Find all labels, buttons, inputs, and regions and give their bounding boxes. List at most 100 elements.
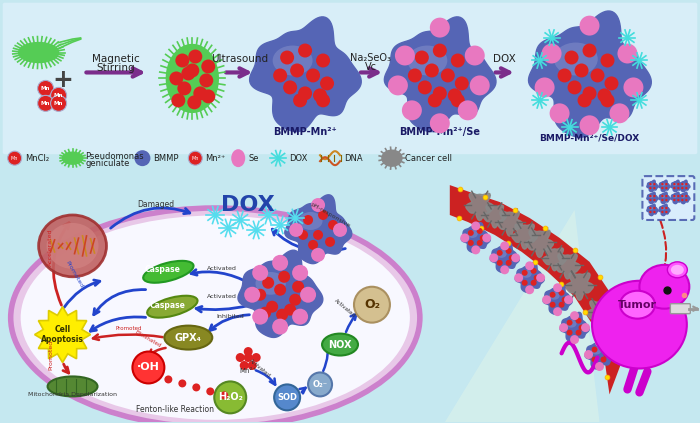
Ellipse shape — [496, 250, 507, 258]
Text: Promoted: Promoted — [65, 260, 84, 289]
Text: DNA: DNA — [344, 154, 363, 163]
Polygon shape — [587, 301, 612, 326]
Circle shape — [292, 309, 308, 324]
Text: Na₂SeO₃: Na₂SeO₃ — [351, 53, 391, 63]
Circle shape — [244, 347, 253, 356]
Circle shape — [274, 385, 300, 410]
Circle shape — [38, 95, 54, 111]
Text: BMMP-Mn²⁺: BMMP-Mn²⁺ — [273, 127, 337, 137]
Text: Tumor: Tumor — [618, 299, 657, 310]
Circle shape — [50, 88, 66, 103]
Ellipse shape — [407, 46, 447, 75]
Text: DOX: DOX — [289, 154, 307, 163]
Circle shape — [283, 80, 297, 94]
Text: Mitochondria Depolarization: Mitochondria Depolarization — [28, 393, 117, 397]
Ellipse shape — [620, 291, 655, 319]
Circle shape — [311, 198, 325, 212]
Polygon shape — [528, 11, 651, 137]
Circle shape — [448, 88, 462, 102]
Circle shape — [561, 297, 568, 303]
FancyBboxPatch shape — [643, 176, 694, 220]
Polygon shape — [62, 152, 83, 164]
Circle shape — [252, 309, 268, 324]
Circle shape — [316, 93, 330, 107]
Circle shape — [164, 376, 172, 383]
Circle shape — [685, 199, 687, 201]
Polygon shape — [679, 192, 690, 203]
Ellipse shape — [231, 149, 245, 167]
Circle shape — [673, 187, 676, 189]
Circle shape — [497, 250, 503, 256]
Circle shape — [685, 187, 687, 189]
Circle shape — [290, 63, 304, 77]
Circle shape — [606, 350, 615, 359]
Circle shape — [677, 199, 680, 201]
Circle shape — [649, 211, 652, 213]
Circle shape — [132, 352, 164, 383]
Circle shape — [531, 280, 537, 286]
Circle shape — [514, 273, 523, 282]
Circle shape — [188, 151, 202, 165]
Text: Damaged: Damaged — [136, 200, 174, 209]
Circle shape — [252, 353, 260, 362]
Polygon shape — [466, 193, 494, 220]
Circle shape — [511, 253, 520, 262]
Circle shape — [433, 86, 447, 100]
Circle shape — [685, 195, 687, 197]
Circle shape — [509, 255, 514, 261]
Circle shape — [665, 211, 668, 213]
Text: NOX: NOX — [328, 340, 352, 349]
Circle shape — [181, 66, 195, 80]
Circle shape — [415, 50, 429, 64]
Circle shape — [653, 199, 656, 201]
Text: Activated: Activated — [248, 358, 272, 379]
Circle shape — [280, 50, 294, 64]
Polygon shape — [34, 307, 90, 363]
Circle shape — [193, 383, 200, 391]
Circle shape — [531, 268, 537, 274]
Text: SOD: SOD — [277, 393, 297, 402]
Circle shape — [461, 233, 469, 242]
Circle shape — [617, 44, 638, 63]
Circle shape — [262, 277, 274, 289]
Ellipse shape — [649, 183, 653, 186]
Circle shape — [320, 77, 334, 91]
Polygon shape — [238, 250, 323, 338]
Circle shape — [653, 183, 656, 185]
Text: Magnetic: Magnetic — [92, 55, 139, 64]
Text: O₂⁻: O₂⁻ — [312, 380, 328, 389]
Polygon shape — [461, 222, 490, 253]
Circle shape — [458, 100, 477, 120]
Circle shape — [188, 95, 202, 109]
Circle shape — [582, 44, 596, 58]
Circle shape — [477, 228, 483, 234]
Circle shape — [172, 93, 186, 107]
Circle shape — [665, 187, 668, 189]
Circle shape — [418, 80, 432, 94]
Circle shape — [592, 357, 598, 363]
Text: Mn²⁺: Mn²⁺ — [239, 368, 257, 374]
Text: Stirring: Stirring — [96, 63, 135, 74]
Circle shape — [598, 88, 612, 102]
Circle shape — [244, 353, 253, 362]
Circle shape — [333, 223, 347, 237]
Circle shape — [303, 215, 313, 225]
Circle shape — [575, 318, 582, 324]
Polygon shape — [600, 335, 623, 357]
Polygon shape — [647, 192, 658, 203]
Circle shape — [649, 199, 652, 201]
Circle shape — [313, 88, 327, 102]
Text: ·OH: ·OH — [137, 363, 160, 373]
Circle shape — [186, 63, 199, 77]
Ellipse shape — [48, 376, 97, 396]
Circle shape — [244, 287, 260, 303]
Polygon shape — [679, 180, 690, 192]
Text: MnCl₂: MnCl₂ — [25, 154, 49, 163]
Polygon shape — [444, 210, 599, 422]
Circle shape — [430, 113, 450, 133]
Circle shape — [624, 77, 643, 97]
Circle shape — [559, 290, 565, 296]
Polygon shape — [450, 185, 624, 394]
Polygon shape — [659, 180, 670, 192]
Circle shape — [289, 294, 301, 306]
